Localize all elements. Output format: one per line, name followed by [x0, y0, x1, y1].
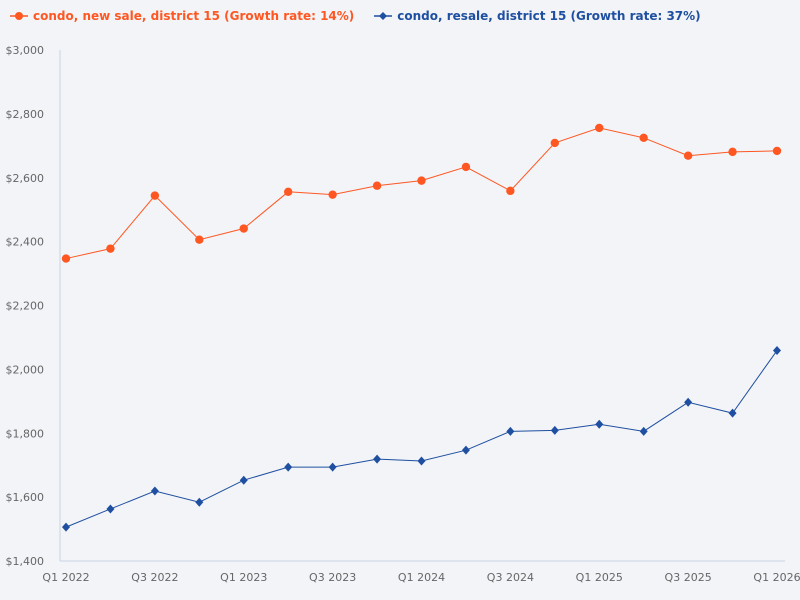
data-point: [150, 191, 160, 200]
data-point: [106, 244, 115, 253]
data-point: [150, 486, 159, 496]
legend-item-resale[interactable]: condo, resale, district 15 (Growth rate:…: [374, 9, 701, 23]
y-tick-label: $1,600: [6, 491, 45, 504]
data-point: [195, 497, 204, 507]
x-tick-label: Q1 2024: [398, 571, 445, 584]
data-point: [239, 475, 248, 485]
y-tick-label: $3,000: [6, 44, 45, 57]
data-point: [639, 426, 648, 436]
legend: condo, new sale, district 15 (Growth rat…: [10, 9, 701, 23]
data-point: [773, 346, 781, 356]
data-point: [683, 151, 693, 160]
y-tick-label: $2,400: [6, 236, 45, 249]
data-point: [328, 462, 337, 472]
data-point: [62, 522, 70, 532]
x-tick-label: Q3 2023: [309, 571, 356, 584]
data-point: [595, 123, 604, 133]
series-line-0: [65, 127, 778, 260]
data-point: [550, 138, 560, 148]
legend-item-new-sale[interactable]: condo, new sale, district 15 (Growth rat…: [10, 9, 354, 23]
x-tick-label: Q3 2022: [131, 571, 178, 584]
data-point: [728, 408, 737, 418]
x-tick-label: Q1 2022: [42, 571, 89, 584]
data-point: [506, 186, 515, 196]
data-point: [373, 454, 382, 464]
x-tick-label: Q1 2025: [576, 571, 623, 584]
data-point: [283, 187, 293, 197]
x-tick-label: Q3 2025: [665, 571, 712, 584]
legend-label: condo, new sale, district 15 (Growth rat…: [33, 9, 355, 23]
x-tick-label: Q1 2026: [753, 571, 800, 584]
data-point: [328, 190, 337, 199]
y-tick-label: $2,000: [6, 363, 45, 376]
data-point: [417, 176, 426, 185]
data-point: [550, 425, 559, 435]
data-point: [772, 146, 782, 156]
x-tick-label: Q1 2023: [220, 571, 267, 584]
data-point: [684, 397, 693, 407]
data-point: [639, 133, 648, 143]
data-point: [372, 181, 382, 190]
y-tick-label: $2,800: [6, 108, 45, 121]
series-line-1: [65, 350, 778, 528]
y-tick-label: $1,400: [6, 555, 45, 568]
data-point: [61, 254, 71, 263]
data-point: [239, 224, 248, 233]
y-tick-label: $2,200: [6, 300, 45, 313]
x-tick-label: Q3 2024: [487, 571, 534, 584]
data-point: [506, 426, 515, 436]
data-point: [728, 147, 737, 157]
y-tick-label: $2,600: [6, 172, 45, 185]
data-point: [595, 419, 604, 429]
data-point: [461, 445, 470, 455]
circle-marker-icon: [10, 12, 28, 20]
diamond-marker-icon: [374, 12, 393, 20]
data-point: [461, 162, 471, 172]
data-point: [284, 462, 293, 472]
legend-label: condo, resale, district 15 (Growth rate:…: [397, 9, 701, 23]
data-point: [195, 235, 204, 244]
y-tick-label: $1,800: [6, 427, 45, 440]
data-point: [106, 504, 115, 514]
data-point: [417, 456, 426, 466]
